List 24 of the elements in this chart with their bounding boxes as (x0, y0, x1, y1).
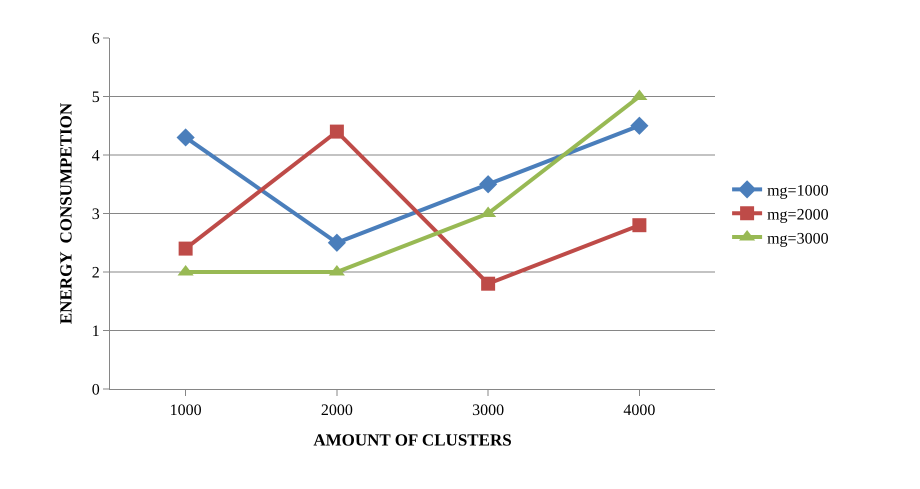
y-tick-label: 5 (92, 89, 100, 106)
x-tick-label: 4000 (623, 402, 656, 420)
legend-label: mg=2000 (767, 206, 829, 224)
y-axis-title: ENERGY CONSUMPETION (56, 102, 76, 324)
y-tick-label: 6 (92, 30, 100, 48)
x-axis-title: AMOUNT OF CLUSTERS (313, 430, 512, 450)
y-tick-label: 3 (92, 206, 100, 224)
legend-label: mg=3000 (767, 230, 829, 248)
x-tick-label: 1000 (170, 402, 202, 420)
y-tick-label: 1 (92, 323, 100, 340)
point (178, 242, 193, 256)
point (328, 234, 346, 252)
x-tick-label: 3000 (472, 402, 504, 420)
point (479, 175, 498, 194)
x-tick-label: 2000 (320, 402, 353, 420)
point (330, 124, 344, 139)
point (630, 116, 648, 135)
legend-label: mg=1000 (767, 182, 829, 200)
y-tick-label: 0 (92, 382, 100, 399)
point (481, 276, 496, 291)
point (176, 128, 195, 147)
point (632, 218, 646, 232)
y-tick-label: 4 (92, 148, 100, 165)
y-tick-label: 2 (92, 264, 100, 282)
